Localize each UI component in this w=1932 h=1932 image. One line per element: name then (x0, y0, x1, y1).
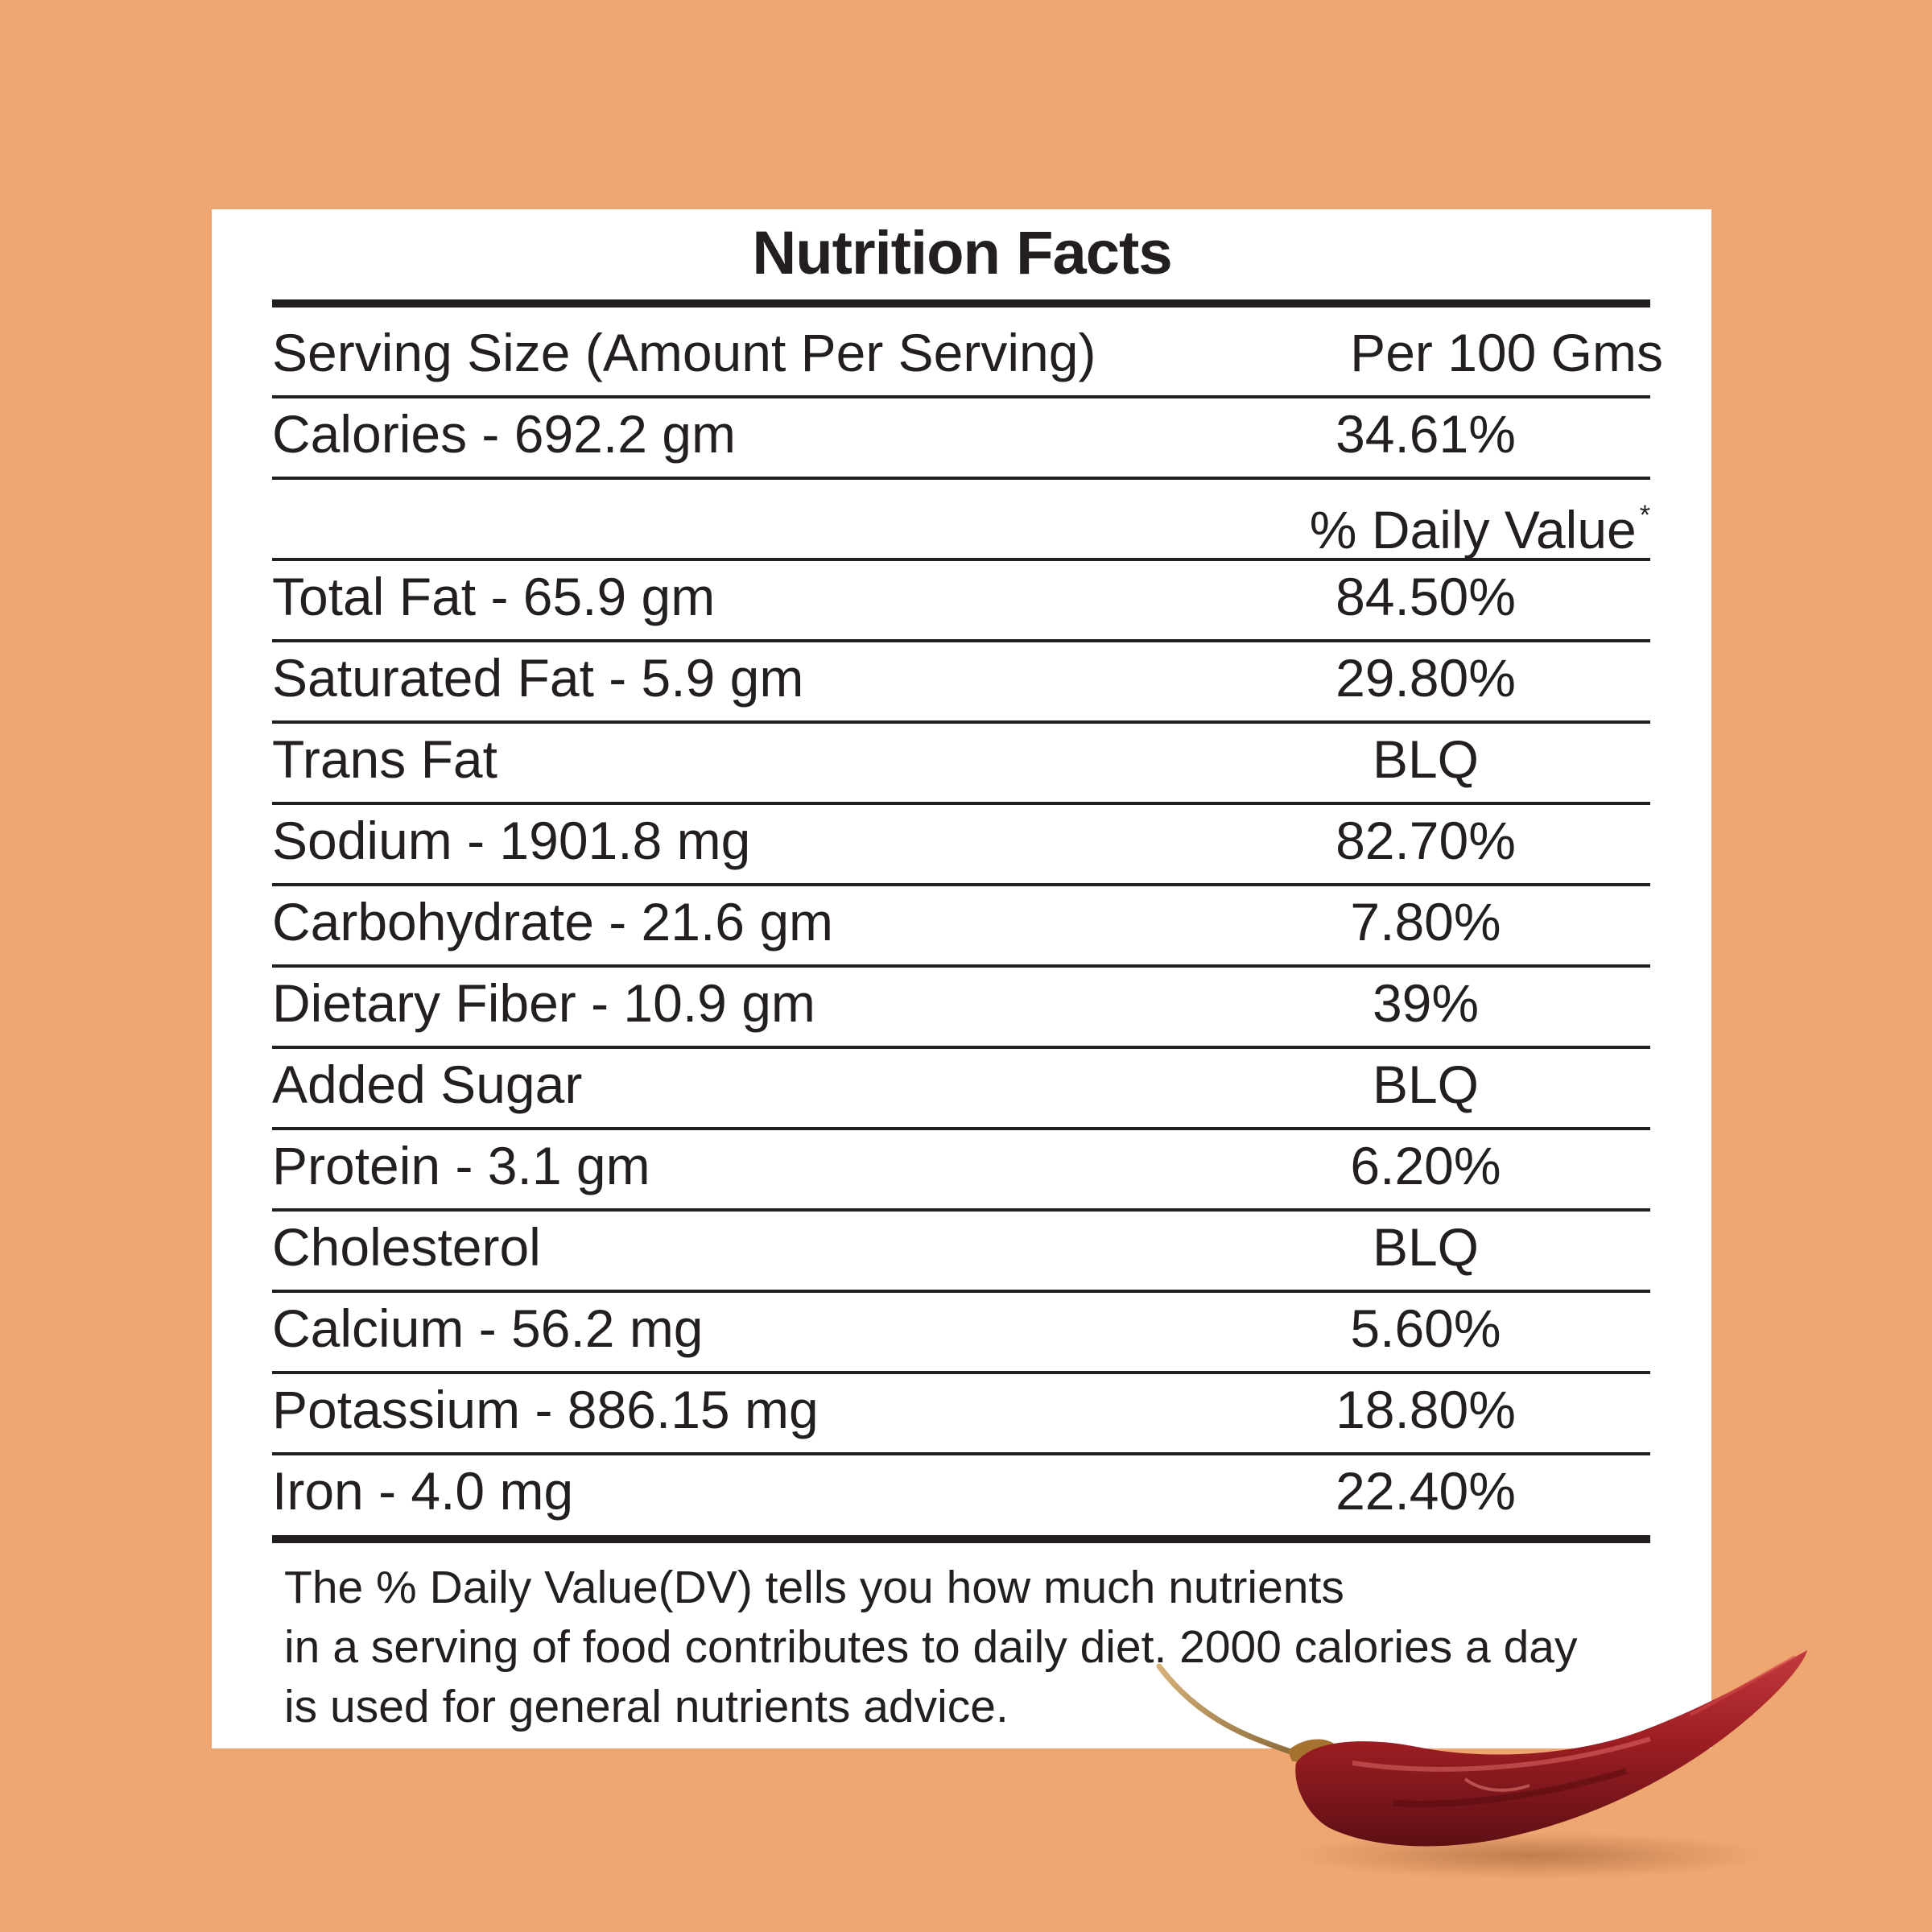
row-divider (272, 1208, 1650, 1212)
nutrient-row-dietary-fiber: Dietary Fiber - 10.9 gm 39% (272, 964, 1650, 1042)
calories-value: 34.61% (1335, 404, 1516, 464)
table-bottom-divider (272, 1535, 1650, 1543)
row-divider (272, 395, 1650, 398)
row-divider (272, 802, 1650, 805)
row-divider (272, 883, 1650, 886)
nutrient-daily-value: 7.80% (1350, 892, 1501, 952)
serving-row: Serving Size (Amount Per Serving) Per 10… (272, 314, 1663, 392)
nutrient-label: Calcium - 56.2 mg (272, 1298, 704, 1358)
daily-value-header-row: % Daily Value * (272, 477, 1650, 559)
row-divider (272, 558, 1650, 561)
nutrient-daily-value: 82.70% (1335, 811, 1516, 870)
daily-value-asterisk: * (1639, 500, 1650, 530)
nutrient-row-saturated-fat: Saturated Fat - 5.9 gm 29.80% (272, 639, 1650, 717)
nutrient-row-sodium: Sodium - 1901.8 mg 82.70% (272, 802, 1650, 880)
daily-value-header: % Daily Value * (1310, 477, 1650, 569)
footnote-line: The % Daily Value(DV) tells you how much… (284, 1562, 1344, 1613)
nutrient-row-calcium: Calcium - 56.2 mg 5.60% (272, 1290, 1650, 1368)
nutrient-label: Total Fat - 65.9 gm (272, 567, 716, 626)
nutrient-daily-value: 5.60% (1350, 1298, 1501, 1358)
nutrient-daily-value: 84.50% (1335, 567, 1516, 626)
nutrient-row-carbohydrate: Carbohydrate - 21.6 gm 7.80% (272, 883, 1650, 961)
nutrient-row-trans-fat: Trans Fat BLQ (272, 720, 1650, 799)
nutrient-row-potassium: Potassium - 886.15 mg 18.80% (272, 1371, 1650, 1449)
nutrient-label: Dietary Fiber - 10.9 gm (272, 973, 815, 1033)
daily-value-header-label: % Daily Value (1309, 500, 1637, 559)
footnote: The % Daily Value(DV) tells you how much… (284, 1558, 1577, 1736)
row-divider (272, 1371, 1650, 1374)
nutrient-label: Potassium - 886.15 mg (272, 1380, 819, 1439)
nutrient-row-total-fat: Total Fat - 65.9 gm 84.50% (272, 558, 1650, 636)
nutrient-label: Carbohydrate - 21.6 gm (272, 892, 834, 952)
row-divider (272, 1290, 1650, 1293)
row-divider (272, 1452, 1650, 1455)
nutrient-daily-value: 29.80% (1335, 648, 1516, 708)
nutrient-daily-value: 39% (1372, 973, 1480, 1033)
nutrient-daily-value: BLQ (1372, 729, 1480, 789)
footnote-line: is used for general nutrients advice. (284, 1681, 1009, 1732)
nutrient-daily-value: 6.20% (1350, 1136, 1501, 1195)
nutrient-daily-value: 22.40% (1335, 1461, 1516, 1521)
nutrition-panel (212, 209, 1711, 1748)
nutrient-row-iron: Iron - 4.0 mg 22.40% (272, 1452, 1650, 1530)
footnote-line: in a serving of food contributes to dail… (284, 1621, 1578, 1673)
nutrient-label: Cholesterol (272, 1217, 541, 1277)
nutrient-label: Iron - 4.0 mg (272, 1461, 574, 1521)
nutrient-row-cholesterol: Cholesterol BLQ (272, 1208, 1650, 1286)
dried-red-chili-icon (1156, 1650, 1807, 1880)
calories-label: Calories - 692.2 gm (272, 404, 736, 464)
calories-row: Calories - 692.2 gm 34.61% (272, 395, 1650, 473)
row-divider (272, 639, 1650, 642)
nutrient-label: Protein - 3.1 gm (272, 1136, 650, 1195)
nutrient-label: Added Sugar (272, 1055, 583, 1114)
serving-value: Per 100 Gms (1350, 323, 1663, 382)
serving-label: Serving Size (Amount Per Serving) (272, 323, 1096, 382)
row-divider (272, 1127, 1650, 1130)
nutrient-daily-value: 18.80% (1335, 1380, 1516, 1439)
nutrient-label: Saturated Fat - 5.9 gm (272, 648, 804, 708)
page-title: Nutrition Facts (752, 219, 1172, 287)
row-divider (272, 477, 1650, 480)
row-divider (272, 964, 1650, 968)
nutrient-daily-value: BLQ (1372, 1055, 1480, 1114)
row-divider (272, 1046, 1650, 1049)
nutrient-row-protein: Protein - 3.1 gm 6.20% (272, 1127, 1650, 1205)
nutrient-label: Sodium - 1901.8 mg (272, 811, 751, 870)
title-divider (272, 299, 1650, 308)
nutrient-daily-value: BLQ (1372, 1217, 1480, 1277)
nutrient-row-added-sugar: Added Sugar BLQ (272, 1046, 1650, 1124)
nutrient-label: Trans Fat (272, 729, 497, 789)
row-divider (272, 720, 1650, 724)
